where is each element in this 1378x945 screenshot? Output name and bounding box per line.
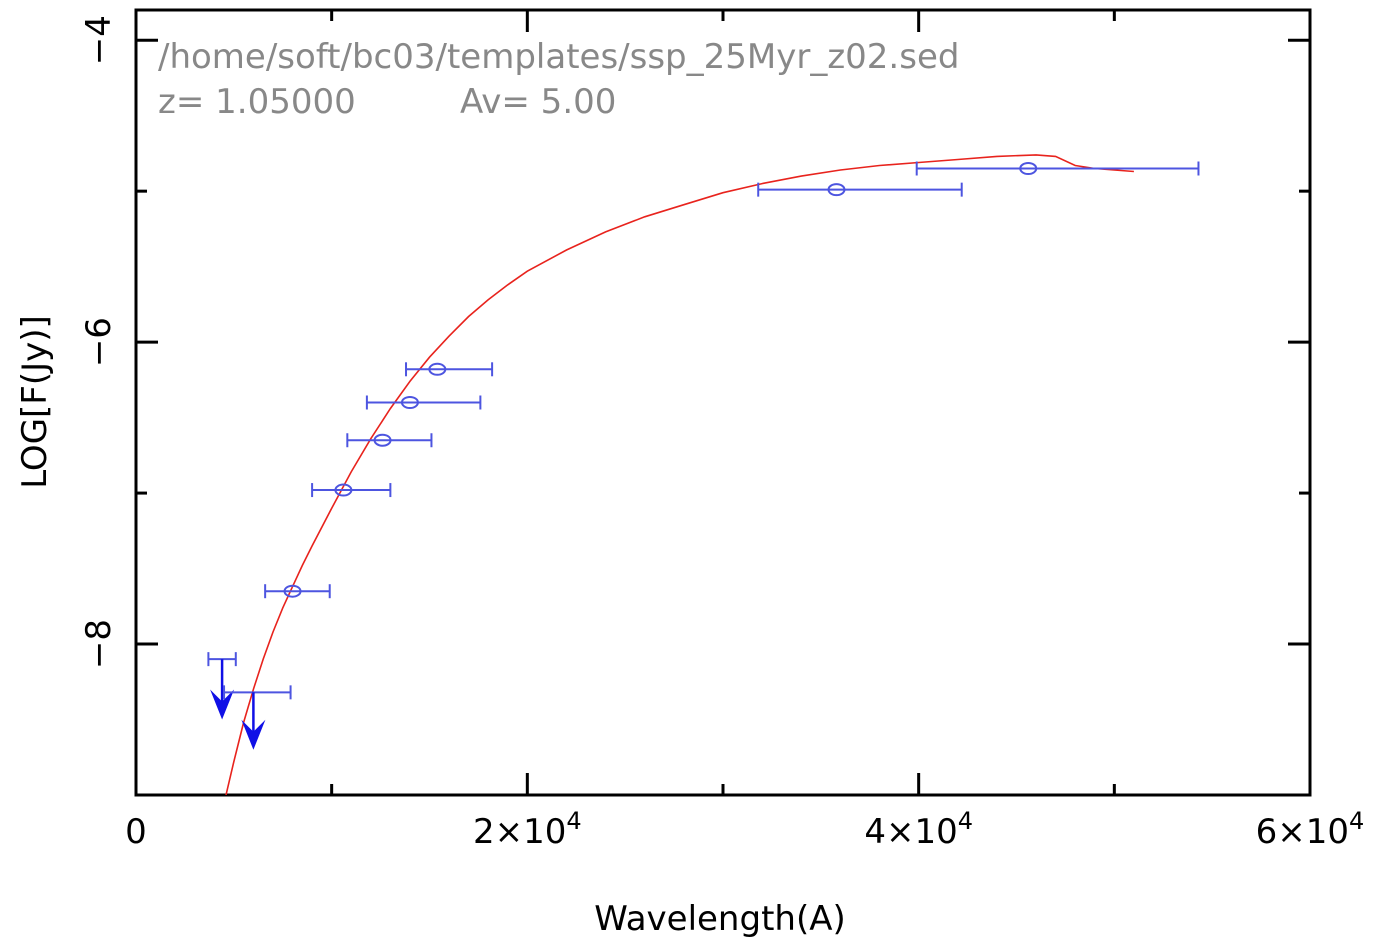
y-tick-label: −8 xyxy=(79,619,119,669)
x-axis-label: Wavelength(A) xyxy=(594,899,845,939)
x-tick-base: 6×10 xyxy=(1256,812,1349,852)
x-tick-base: 0 xyxy=(125,812,147,852)
plot-frame xyxy=(134,8,1312,797)
redshift-label: z= 1.05000 xyxy=(158,82,356,122)
upper-limit xyxy=(223,685,292,750)
down-arrow-icon xyxy=(241,719,266,750)
template-path-label: /home/soft/bc03/templates/ssp_25Myr_z02.… xyxy=(158,37,959,77)
data-point xyxy=(757,182,963,197)
extinction-label: Av= 5.00 xyxy=(460,82,616,122)
x-tick-label: 2×104 xyxy=(473,807,582,852)
model-sed-curve xyxy=(225,154,1134,795)
x-tick-base: 4×10 xyxy=(864,812,957,852)
data-point xyxy=(915,161,1200,176)
data-point xyxy=(311,483,392,498)
x-tick-label: 4×104 xyxy=(864,807,973,852)
y-tick-label: −6 xyxy=(79,317,119,367)
x-tick-exponent: 4 xyxy=(1349,807,1364,835)
y-tick-labels: −4 −6 −8 xyxy=(79,15,119,669)
upper-limits xyxy=(207,652,292,750)
data-point xyxy=(365,395,482,410)
x-tick-label: 6×104 xyxy=(1256,807,1365,852)
x-tick-label: 0 xyxy=(125,812,147,852)
axis-ticks xyxy=(134,10,1312,797)
x-tick-exponent: 4 xyxy=(566,807,581,835)
photometry-points xyxy=(264,161,1200,599)
x-tick-base: 2×10 xyxy=(473,812,566,852)
down-arrow-icon xyxy=(210,689,235,720)
data-point xyxy=(264,584,331,599)
y-axis-label: LOG[F(Jy)] xyxy=(15,315,55,489)
data-point xyxy=(405,362,494,377)
data-point xyxy=(346,433,433,448)
upper-limit xyxy=(207,652,237,720)
x-tick-exponent: 4 xyxy=(958,807,973,835)
x-tick-labels: 0 2×104 4×104 6×104 xyxy=(125,807,1364,852)
y-tick-label: −4 xyxy=(79,15,119,65)
